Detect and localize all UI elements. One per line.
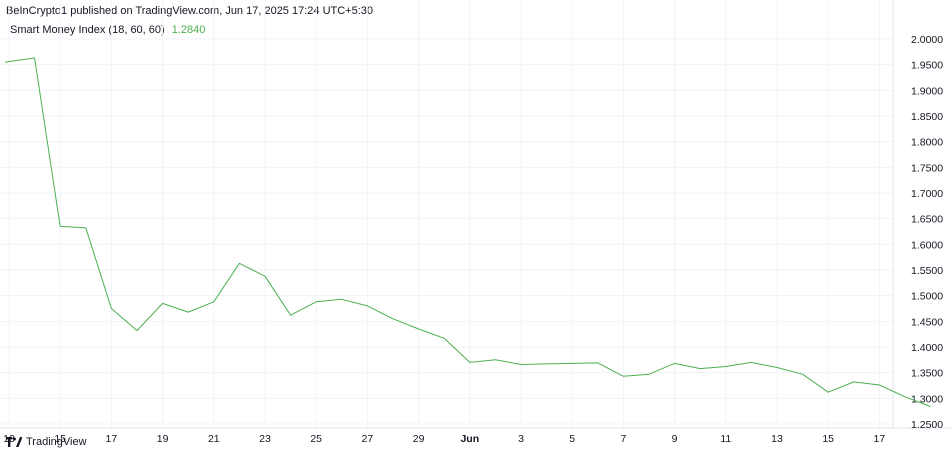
indicator-name[interactable]: Smart Money Index (18, 60, 60) xyxy=(10,24,165,36)
vertical-gridlines xyxy=(8,0,880,428)
indicator-last-value: 1.2840 xyxy=(171,24,206,36)
y-tick-label: 1.6000 xyxy=(911,239,943,251)
y-tick-label: 1.3000 xyxy=(911,393,943,405)
y-tick-label: 1.7000 xyxy=(911,188,943,200)
x-tick-label: 29 xyxy=(413,433,425,445)
y-tick-label: 1.6500 xyxy=(911,214,943,226)
x-tick-label: 11 xyxy=(720,433,731,445)
y-tick-label: 1.4500 xyxy=(911,316,943,328)
horizontal-gridlines xyxy=(0,38,893,425)
x-tick-label: Jun xyxy=(460,433,479,445)
x-tick-label: 17 xyxy=(106,433,118,445)
x-tick-label: 3 xyxy=(518,433,524,445)
y-tick-label: 1.8500 xyxy=(911,111,943,123)
y-tick-label: 1.7500 xyxy=(911,162,943,174)
tradingview-logo-icon xyxy=(6,437,22,447)
x-axis-ticks: 131517192123252729Jun357911131517 xyxy=(3,433,885,445)
x-tick-label: 15 xyxy=(54,433,66,445)
y-tick-label: 2.0000 xyxy=(911,34,943,46)
publish-info: BeInCrypto1 published on TradingView.com… xyxy=(6,5,374,17)
y-tick-label: 1.5500 xyxy=(911,265,943,277)
indicator-legend: Smart Money Index (18, 60, 60) 1.2840 xyxy=(10,24,205,36)
x-tick-label: 21 xyxy=(208,433,220,445)
y-axis-ticks: 2.0000 1.9500 1.9000 1.8500 1.8000 1.7500 1.70… xyxy=(911,34,943,431)
y-tick-label: 1.9000 xyxy=(911,85,943,97)
x-tick-label: 23 xyxy=(259,433,271,445)
x-tick-label: 9 xyxy=(672,433,678,445)
x-tick-label: 15 xyxy=(822,433,834,445)
tradingview-brand-label: TradingView xyxy=(26,436,87,448)
y-tick-label: 1.4000 xyxy=(911,342,943,354)
x-tick-label: 25 xyxy=(310,433,322,445)
x-tick-label: 17 xyxy=(874,433,886,445)
tradingview-brand[interactable]: TradingView xyxy=(6,436,87,448)
x-tick-label: 13 xyxy=(771,433,783,445)
y-tick-label: 1.2500 xyxy=(911,419,943,431)
x-tick-label: 5 xyxy=(569,433,575,445)
x-tick-label: 27 xyxy=(362,433,374,445)
y-tick-label: 1.5000 xyxy=(911,291,943,303)
y-tick-label: 1.3500 xyxy=(911,368,943,380)
x-tick-label: 19 xyxy=(157,433,169,445)
smart-money-index-line[interactable] xyxy=(4,57,931,407)
y-tick-label: 1.9500 xyxy=(911,60,943,72)
x-tick-label: 7 xyxy=(620,433,626,445)
y-tick-label: 1.8000 xyxy=(911,137,943,149)
